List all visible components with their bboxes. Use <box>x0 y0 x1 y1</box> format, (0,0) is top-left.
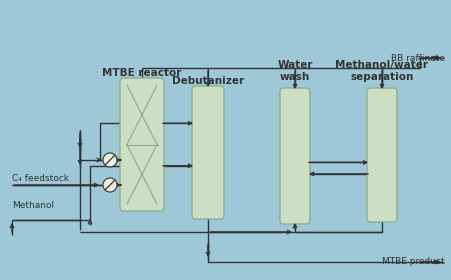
Text: Water
wash: Water wash <box>276 60 312 82</box>
FancyBboxPatch shape <box>192 86 224 219</box>
Text: BB raffinate: BB raffinate <box>390 53 444 62</box>
Text: C₄ feedstock: C₄ feedstock <box>12 174 69 183</box>
FancyBboxPatch shape <box>120 78 164 211</box>
Text: MTBE product: MTBE product <box>382 258 444 267</box>
Circle shape <box>103 153 117 167</box>
Text: Methanol: Methanol <box>12 200 54 209</box>
FancyBboxPatch shape <box>279 88 309 224</box>
Text: Debutanizer: Debutanizer <box>171 76 244 86</box>
Circle shape <box>103 178 117 192</box>
Text: Methanol/water
separation: Methanol/water separation <box>335 60 428 82</box>
FancyBboxPatch shape <box>366 88 396 222</box>
Text: MTBE reactor: MTBE reactor <box>102 68 181 78</box>
